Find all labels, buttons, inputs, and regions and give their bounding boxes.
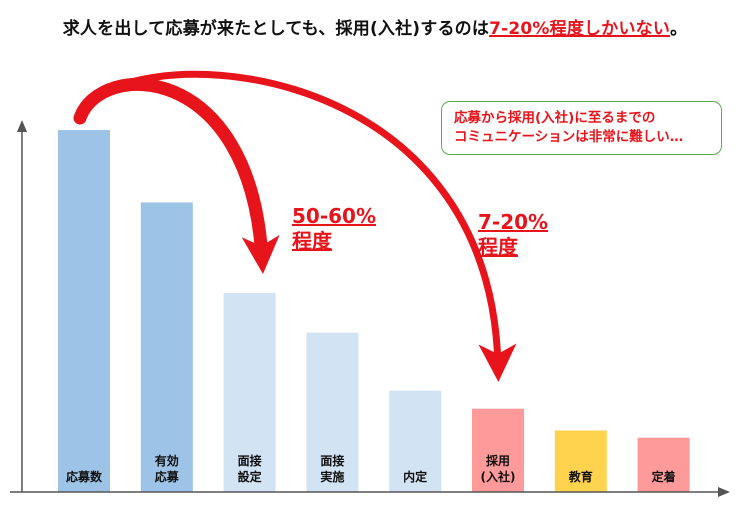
category-label-3: 面接 実施: [306, 453, 358, 485]
category-label-2-line-1: 設定: [237, 470, 262, 484]
bar-4: [389, 390, 442, 492]
x-axis-arrow: [718, 487, 730, 497]
bar-6: [554, 430, 607, 492]
category-label-5-line-0: 採用: [485, 454, 510, 468]
rate-annotation-interview: 50-60% 程度: [292, 204, 376, 254]
headline: 求人を出して応募が来たとしても、採用(入社)するのは7-20%程度しかいない。: [0, 14, 750, 39]
callout-line-1: 応募から採用(入社)に至るまでの: [454, 110, 656, 126]
category-label-1-line-0: 有効: [154, 454, 179, 468]
bar-2: [223, 292, 276, 492]
category-label-3-line-1: 実施: [320, 470, 345, 484]
bar-7: [637, 437, 690, 492]
headline-prefix: 求人を出して応募が来たとしても、採用(入社)するのは: [62, 19, 490, 39]
category-label-1-line-1: 応募: [154, 470, 179, 484]
bars-group: [58, 130, 690, 492]
category-label-7: 定着: [638, 469, 690, 485]
category-label-1: 有効 応募: [141, 453, 193, 485]
category-label-0: 応募数: [58, 469, 110, 485]
bar-3: [306, 332, 359, 492]
category-label-7-line-0: 定着: [651, 470, 676, 484]
category-label-6: 教育: [555, 469, 607, 485]
category-label-4-line-0: 内定: [403, 470, 428, 484]
category-label-3-line-0: 面接: [320, 454, 345, 468]
callout-line-2: コミュニケーションは非常に難しい…: [454, 129, 684, 145]
rate-annotation-hire-value: 7-20%: [478, 210, 549, 234]
bar-1: [140, 202, 193, 492]
rate-annotation-interview-value: 50-60%: [292, 204, 377, 228]
category-label-4: 内定: [389, 469, 441, 485]
category-label-0-line-0: 応募数: [65, 470, 102, 484]
category-label-5-line-1: (入社): [480, 470, 516, 484]
bar-5: [472, 408, 524, 492]
category-label-2: 面接 設定: [224, 453, 276, 485]
rate-annotation-hire: 7-20% 程度: [478, 210, 548, 260]
rate-annotation-interview-suffix: 程度: [292, 229, 332, 253]
headline-suffix: 。: [670, 19, 688, 39]
bar-0: [58, 130, 110, 492]
arrow-apply-to-hire: [76, 70, 517, 382]
y-axis-arrow: [17, 120, 27, 132]
rate-annotation-hire-suffix: 程度: [478, 235, 518, 259]
category-label-2-line-0: 面接: [237, 454, 262, 468]
category-label-5: 採用 (入社): [472, 453, 524, 485]
headline-highlight: 7-20%程度しかいない: [489, 19, 671, 39]
callout-box: 応募から採用(入社)に至るまでの コミュニケーションは非常に難しい…: [441, 101, 722, 155]
category-label-6-line-0: 教育: [568, 470, 593, 484]
